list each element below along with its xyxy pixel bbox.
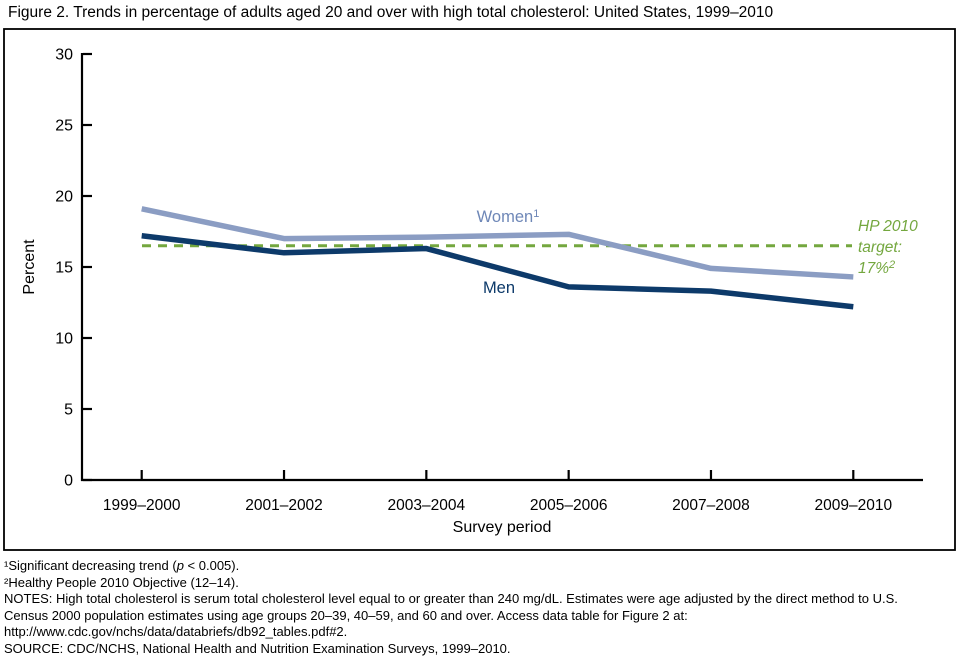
footnote-1: ¹Significant decreasing trend (p < 0.005…	[4, 558, 954, 575]
footnote-2: ²Healthy People 2010 Objective (12–14).	[4, 575, 954, 592]
y-tick-label: 0	[64, 473, 73, 490]
notes-line-1: NOTES: High total cholesterol is serum t…	[4, 591, 954, 608]
y-tick-label: 5	[64, 402, 73, 419]
x-tick-label: 2003–2004	[388, 497, 466, 514]
x-tick-label: 2007–2008	[672, 497, 750, 514]
series-label-men: Men	[483, 279, 515, 297]
footnote-1-tail: < 0.005).	[184, 558, 239, 573]
hp-target-label-line-1: HP 2010	[858, 218, 918, 235]
hp-target-label-line-3: 17%2	[858, 259, 895, 277]
series-label-women: Women1	[477, 208, 540, 226]
x-tick-label: 2009–2010	[815, 497, 893, 514]
y-tick-label: 25	[55, 118, 73, 135]
y-axis-title: Percent	[21, 239, 38, 295]
hp-target-label-line-2: target:	[858, 239, 902, 256]
footnote-1-text: ¹Significant decreasing trend (	[4, 558, 177, 573]
y-tick-label: 10	[55, 331, 73, 348]
x-axis-title: Survey period	[453, 519, 552, 536]
notes-line-3-url: http://www.cdc.gov/nchs/data/databriefs/…	[4, 624, 954, 641]
x-tick-label: 2005–2006	[530, 497, 608, 514]
footnote-1-italic-p: p	[177, 558, 184, 573]
footnotes: ¹Significant decreasing trend (p < 0.005…	[4, 558, 954, 657]
x-tick-label: 2001–2002	[245, 497, 323, 514]
figure-border	[4, 29, 955, 550]
x-tick-label: 1999–2000	[103, 497, 181, 514]
y-tick-label: 20	[55, 189, 73, 206]
y-tick-label: 30	[55, 47, 73, 64]
y-tick-label: 15	[55, 260, 73, 277]
notes-line-2: Census 2000 population estimates using a…	[4, 608, 954, 625]
